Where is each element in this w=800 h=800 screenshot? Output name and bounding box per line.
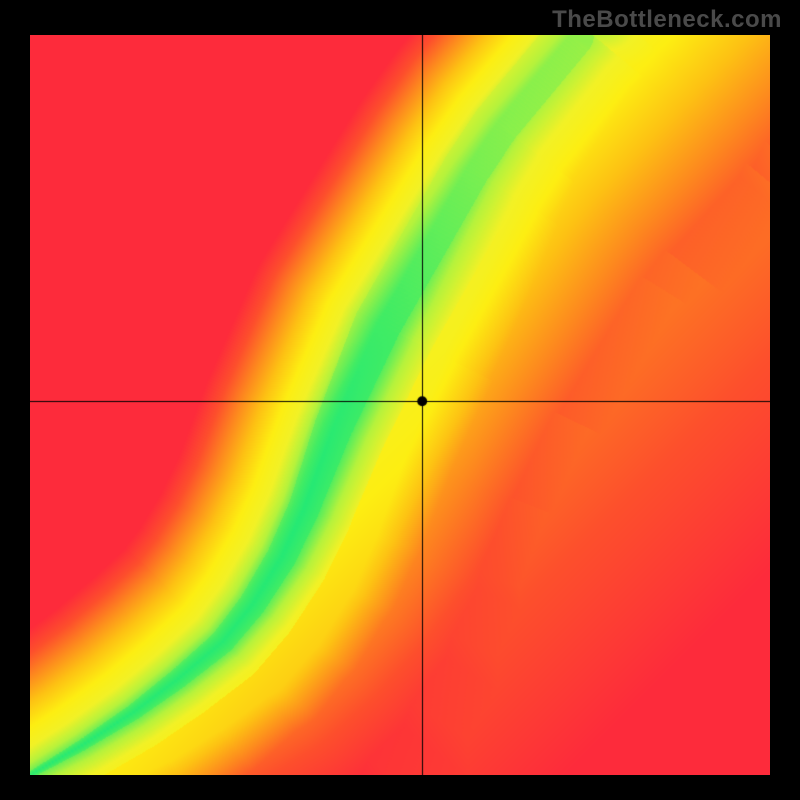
watermark-text: TheBottleneck.com [552, 6, 782, 34]
heatmap-canvas [30, 35, 770, 775]
root: TheBottleneck.com [0, 0, 800, 800]
